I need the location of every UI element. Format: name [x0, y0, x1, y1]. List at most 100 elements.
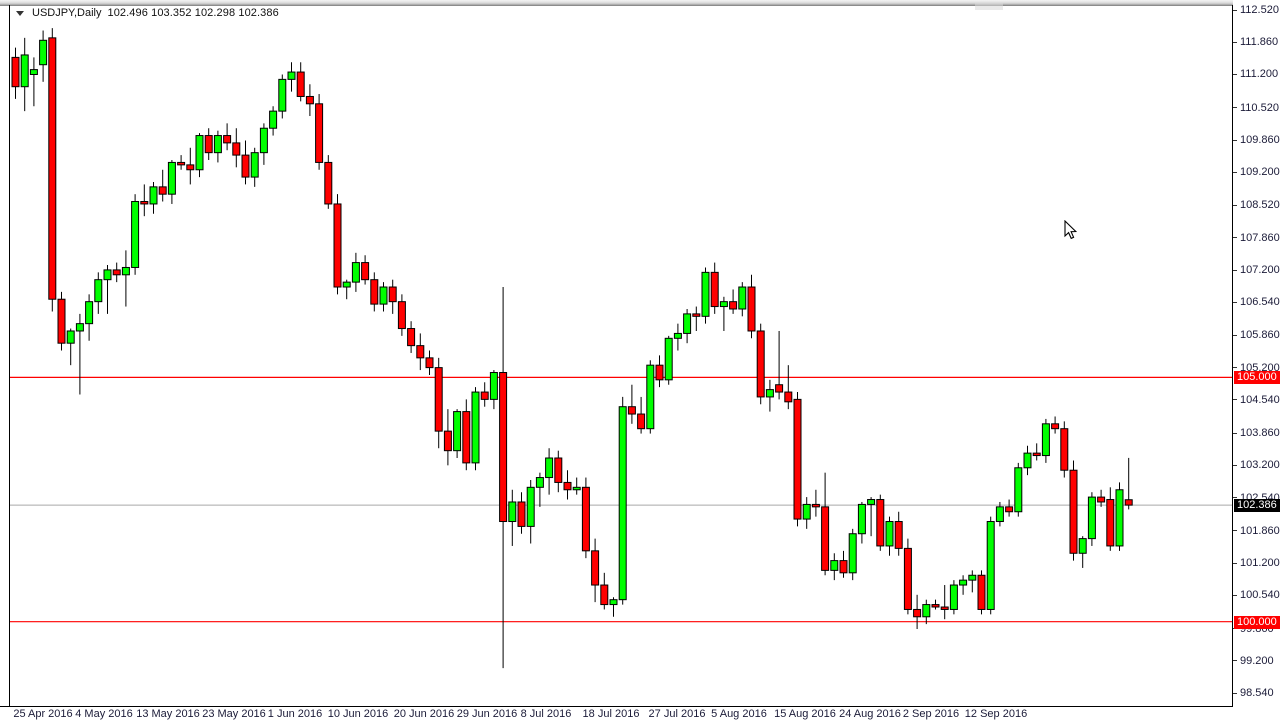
- candlestick: [655, 355, 664, 388]
- tick-dash-icon: [1233, 107, 1237, 109]
- triangle-down-icon[interactable]: [16, 10, 24, 16]
- candlestick-svg: [10, 28, 1234, 669]
- candle-body-bearish: [1060, 428, 1069, 471]
- candlestick: [830, 553, 839, 581]
- date-tick-label: 1 Jun 2016: [267, 708, 323, 720]
- candlestick: [618, 396, 627, 605]
- candle-body-bullish: [121, 266, 130, 276]
- candle-body-bearish: [600, 584, 609, 606]
- candlestick: [581, 477, 590, 559]
- candlestick: [563, 470, 572, 500]
- horizontal-scrollbar[interactable]: [0, 0, 1284, 10]
- candle-body-bullish: [269, 110, 278, 129]
- candlestick: [66, 328, 75, 366]
- candlestick: [388, 279, 397, 314]
- price-tick-label: 101.860: [1233, 525, 1280, 537]
- tick-dash-icon: [1233, 660, 1237, 662]
- candlestick: [922, 599, 931, 625]
- candlestick: [977, 570, 986, 615]
- scrollbar-thumb[interactable]: [975, 3, 1003, 10]
- tick-dash-icon: [1233, 497, 1237, 499]
- candlestick: [85, 294, 94, 341]
- candlestick: [775, 330, 784, 400]
- candlestick-plot-area[interactable]: [10, 6, 1234, 705]
- candle-body-bullish: [968, 574, 977, 581]
- candle-body-bullish: [94, 279, 103, 303]
- candlestick: [480, 382, 489, 407]
- candlestick: [609, 597, 618, 617]
- candle-body-bullish: [646, 364, 655, 430]
- candlestick: [848, 528, 857, 581]
- candle-body-bearish: [241, 154, 250, 178]
- candlestick: [39, 30, 48, 82]
- candlestick: [75, 313, 84, 395]
- candlestick: [811, 489, 820, 517]
- candle-body-bullish: [609, 599, 618, 606]
- candle-body-bullish: [167, 161, 176, 195]
- candle-body-bullish: [995, 506, 1004, 523]
- tick-dash-icon: [1233, 237, 1237, 239]
- candlestick: [545, 448, 554, 495]
- candlestick: [11, 47, 20, 99]
- price-tag-black[interactable]: 102.386: [1234, 499, 1280, 513]
- price-tick-label: 98.540: [1233, 687, 1274, 699]
- candle-body-bearish: [333, 203, 342, 288]
- candlestick: [821, 472, 830, 576]
- candlestick: [29, 57, 38, 107]
- candlestick: [1005, 499, 1014, 517]
- candle-body-bearish: [1069, 469, 1078, 554]
- candle-body-bullish: [29, 69, 38, 75]
- candle-body-bearish: [1106, 499, 1115, 547]
- candle-body-bullish: [618, 406, 627, 601]
- price-tick-label: 107.860: [1233, 232, 1280, 244]
- date-tick-label: 18 Jul 2016: [582, 708, 640, 720]
- candle-body-bearish: [370, 279, 379, 305]
- candlestick: [839, 550, 848, 578]
- candlestick: [131, 194, 140, 275]
- candlestick: [462, 399, 471, 471]
- price-axis[interactable]: 112.520 111.860 111.200 110.520 109.860 109.2…: [1233, 0, 1284, 707]
- candlestick: [416, 333, 425, 371]
- candle-body-bullish: [131, 201, 140, 268]
- tick-dash-icon: [1233, 205, 1237, 207]
- candlestick: [489, 370, 498, 410]
- candle-body-bearish: [811, 503, 820, 508]
- candle-body-bearish: [747, 286, 756, 332]
- candle-body-bearish: [499, 372, 508, 523]
- candle-body-bullish: [664, 337, 673, 381]
- candlestick: [701, 267, 710, 324]
- candle-body-bullish: [848, 533, 857, 574]
- candlestick: [213, 130, 222, 163]
- candlestick: [342, 279, 351, 300]
- price-tag-red[interactable]: 105.000: [1234, 371, 1280, 385]
- candlestick: [269, 106, 278, 136]
- candle-body-bearish: [1124, 499, 1133, 506]
- candlestick: [1060, 421, 1069, 478]
- candlestick: [1051, 416, 1060, 434]
- candle-body-bearish: [903, 547, 912, 610]
- candle-body-bearish: [1051, 423, 1060, 430]
- price-tag-red[interactable]: 100.000: [1234, 615, 1280, 629]
- candle-body-bearish: [581, 486, 590, 552]
- price-tick-label: 103.200: [1233, 459, 1280, 471]
- candle-body-bullish: [738, 286, 747, 310]
- chart-header: USDJPY,Daily 102.496 103.352 102.298 102…: [16, 6, 279, 20]
- candle-body-bearish: [876, 499, 885, 547]
- candlestick: [729, 289, 738, 314]
- candlestick: [259, 123, 268, 165]
- candlestick: [250, 147, 259, 187]
- candlestick: [140, 184, 149, 217]
- candlestick: [204, 128, 213, 160]
- candlestick: [913, 594, 922, 629]
- candlestick: [765, 379, 774, 412]
- candlestick: [397, 294, 406, 336]
- candle-body-bullish: [535, 477, 544, 488]
- candle-body-bearish: [821, 506, 830, 571]
- candle-body-bullish: [1078, 538, 1087, 554]
- candle-body-bullish: [213, 135, 222, 154]
- tick-dash-icon: [1233, 562, 1237, 564]
- date-axis[interactable]: 25 Apr 2016 4 May 2016 13 May 2016 23 May 2…: [0, 707, 1284, 725]
- candle-body-bearish: [591, 550, 600, 586]
- price-tick-label: 105.200: [1233, 362, 1280, 374]
- candle-body-bearish: [977, 574, 986, 610]
